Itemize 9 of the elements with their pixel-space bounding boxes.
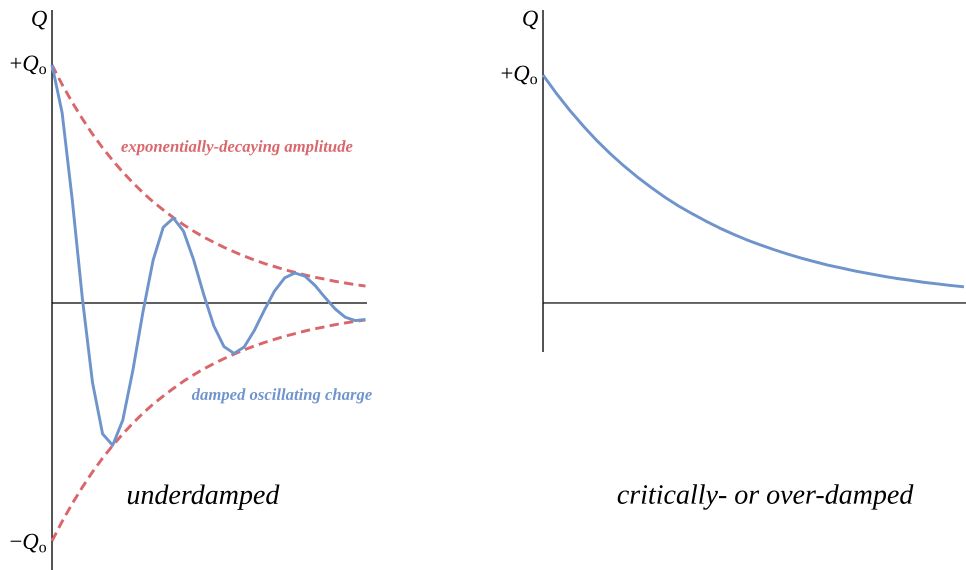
text: +Q$_{o}$ xyxy=(10,56,46,74)
annotation: damped oscillating charge xyxy=(192,388,372,404)
y-axis-title: Q xyxy=(523,10,538,30)
text: +Q$_{o}$ xyxy=(502,66,538,84)
text: −Q$_{o}$ xyxy=(10,534,46,552)
annotation: exponentially-decaying amplitude xyxy=(121,140,353,156)
text: critically- or over-damped xyxy=(618,484,914,510)
annotation: underdamped xyxy=(128,484,280,510)
y-axis-title: Q xyxy=(32,10,47,30)
